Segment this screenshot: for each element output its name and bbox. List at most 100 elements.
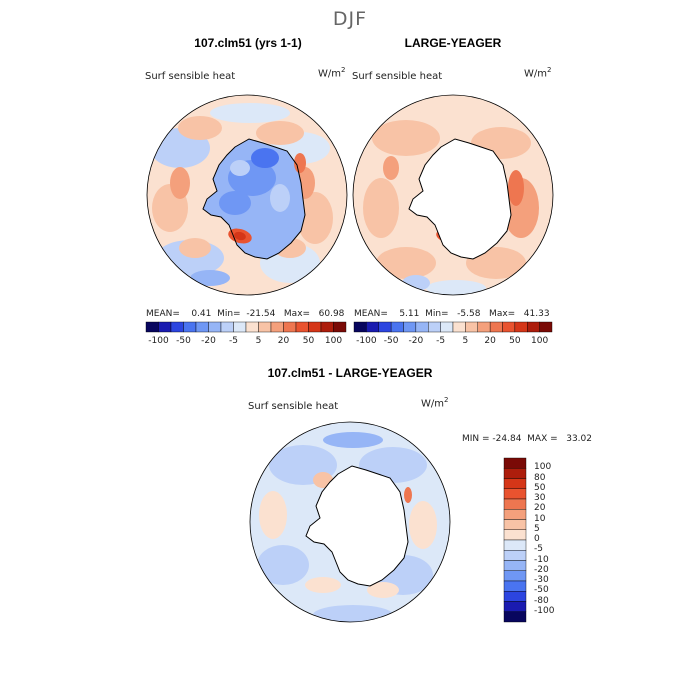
colorbar-swatch	[503, 488, 527, 500]
colorbar-tick-label: 100	[534, 462, 552, 473]
colorbar-swatch	[503, 457, 527, 469]
colorbar-swatch	[452, 321, 466, 333]
panel-2-colorbar-ticks: -100 -50 -20 -5 5 20 50 100	[354, 336, 552, 348]
colorbar-tick-label: -5	[534, 544, 543, 555]
colorbar-swatch	[378, 321, 392, 333]
colorbar-swatch	[477, 321, 491, 333]
colorbar-swatch	[333, 321, 347, 333]
panel-1-map	[146, 94, 348, 296]
colorbar-swatch	[428, 321, 441, 333]
colorbar-swatch	[503, 580, 527, 592]
colorbar-swatch	[503, 570, 527, 582]
panel-2-map	[352, 94, 554, 296]
colorbar-swatch	[258, 321, 272, 333]
colorbar-swatch	[503, 591, 527, 602]
colorbar-tick-label: -20	[201, 336, 216, 346]
colorbar-swatch	[283, 321, 297, 333]
colorbar-swatch	[503, 539, 527, 551]
panel-2-colorbar	[353, 321, 553, 333]
colorbar-swatch	[503, 550, 527, 561]
colorbar-swatch	[320, 321, 334, 333]
colorbar-swatch	[183, 321, 197, 333]
colorbar-tick-label: -50	[176, 336, 191, 346]
colorbar-swatch	[270, 321, 284, 333]
panel-2-field	[353, 95, 553, 295]
colorbar-tick-label: 5	[255, 336, 262, 346]
colorbar-swatch	[233, 321, 247, 333]
panel-3-stats: MIN = -24.84 MAX = 33.02	[462, 434, 592, 444]
panel-1-units: W/m2	[318, 66, 346, 80]
colorbar-swatch	[539, 321, 553, 333]
colorbar-swatch	[503, 498, 527, 510]
colorbar-tick-label: 20	[484, 336, 496, 346]
panel-2-title: LARGE-YEAGER	[404, 36, 502, 50]
season-title: DJF	[332, 8, 368, 30]
colorbar-swatch	[502, 321, 516, 333]
panel-1-stats: MEAN= 0.41 Min= -21.54 Max= 60.98	[146, 309, 345, 319]
colorbar-tick-label: -20	[534, 564, 549, 575]
colorbar-tick-label: -5	[229, 336, 238, 346]
colorbar-tick-label: -100	[148, 336, 169, 346]
panel-1-antarctica	[202, 138, 306, 260]
colorbar-tick-label: 20	[534, 503, 546, 514]
colorbar-tick-label: -50	[383, 336, 399, 346]
colorbar-tick-label: 100	[324, 336, 343, 346]
colorbar-swatch	[195, 321, 209, 333]
colorbar-tick-label: 20	[277, 336, 290, 346]
colorbar-tick-label: 80	[534, 472, 546, 483]
colorbar-swatch	[295, 321, 309, 333]
panel-3-colorbar	[503, 457, 527, 623]
colorbar-tick-label: 50	[509, 336, 521, 346]
panel-1-field	[147, 95, 347, 295]
colorbar-swatch	[440, 321, 454, 333]
colorbar-swatch	[503, 478, 527, 489]
colorbar-swatch	[503, 601, 527, 612]
panel-3-antarctica	[305, 465, 409, 587]
panel-2-stats: MEAN= 5.11 Min= -5.58 Max= 41.33	[354, 309, 550, 319]
colorbar-tick-label: 5	[462, 336, 469, 346]
colorbar-tick-label: -5	[436, 336, 446, 346]
colorbar-swatch	[390, 321, 404, 333]
panel-2-map-boundary	[352, 94, 554, 296]
panel-2-variable: Surf sensible heat	[352, 71, 443, 82]
colorbar-tick-label: 50	[302, 336, 315, 346]
colorbar-swatch	[353, 321, 367, 333]
colorbar-tick-label: -100	[534, 605, 555, 616]
panel-3-title: 107.clm51 - LARGE-YEAGER	[267, 366, 433, 380]
colorbar-tick-label: -50	[534, 585, 549, 596]
colorbar-swatch	[503, 509, 527, 520]
panel-2-units: W/m2	[524, 66, 552, 80]
colorbar-swatch	[245, 321, 259, 333]
panel-3-units: W/m2	[421, 396, 449, 410]
colorbar-tick-label: 0	[534, 534, 540, 544]
colorbar-swatch	[415, 321, 429, 333]
colorbar-swatch	[220, 321, 234, 333]
panel-1-title: 107.clm51 (yrs 1-1)	[194, 36, 302, 50]
panel-3-variable: Surf sensible heat	[248, 401, 339, 412]
colorbar-swatch	[527, 321, 540, 333]
panel-3-colorbar-ticks: 100 80 50 30 20 10 5 0 -5 -10 -20 -30 -50 -80 -100	[534, 458, 574, 628]
colorbar-swatch	[503, 611, 527, 623]
colorbar-swatch	[514, 321, 528, 333]
colorbar-tick-label: -80	[534, 595, 549, 606]
colorbar-swatch	[503, 529, 527, 541]
colorbar-tick-label: 30	[534, 493, 546, 503]
colorbar-swatch	[145, 321, 159, 333]
colorbar-swatch	[403, 321, 417, 333]
panel-3-map-boundary	[249, 421, 451, 623]
colorbar-tick-label: 100	[531, 336, 549, 346]
colorbar-swatch	[465, 321, 478, 333]
colorbar-swatch	[158, 321, 172, 333]
panel-3-map	[249, 421, 451, 623]
colorbar-swatch	[208, 321, 222, 333]
panel-2-antarctica	[408, 138, 512, 260]
colorbar-tick-label: 10	[534, 513, 546, 524]
colorbar-swatch	[170, 321, 184, 333]
colorbar-tick-label: -10	[534, 554, 549, 565]
colorbar-swatch	[489, 321, 503, 333]
colorbar-swatch	[366, 321, 379, 333]
panel-1-variable: Surf sensible heat	[145, 71, 236, 82]
colorbar-swatch	[503, 468, 527, 479]
colorbar-tick-label: 50	[534, 482, 546, 493]
panel-1-colorbar	[145, 321, 347, 333]
